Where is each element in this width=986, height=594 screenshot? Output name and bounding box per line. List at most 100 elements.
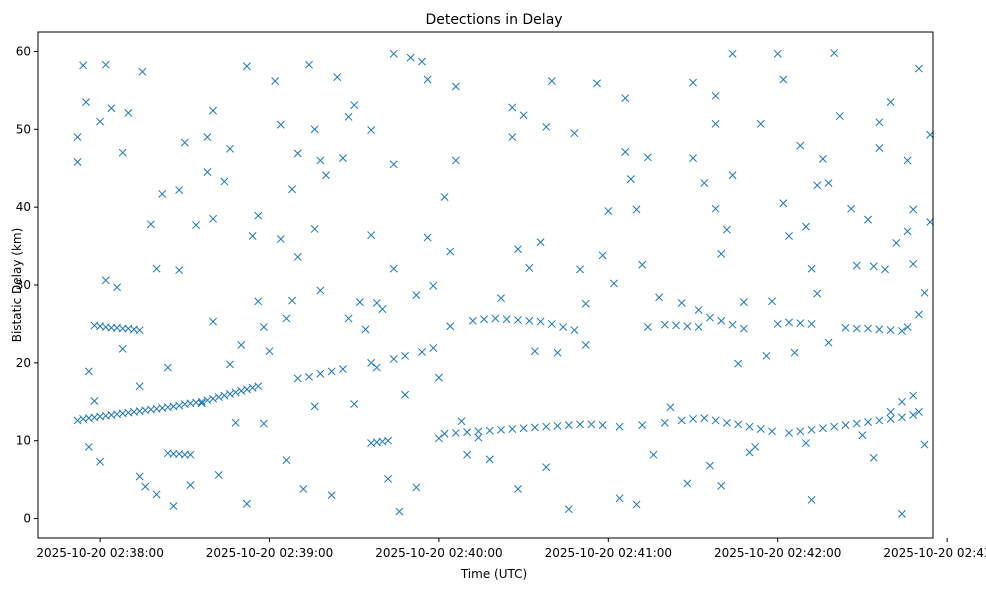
data-point xyxy=(440,429,449,438)
data-point xyxy=(389,264,398,273)
data-point xyxy=(468,316,477,325)
data-point xyxy=(542,422,551,431)
data-point xyxy=(553,421,562,430)
data-point xyxy=(835,112,844,121)
data-point xyxy=(209,214,218,223)
data-point xyxy=(666,403,675,412)
data-point xyxy=(530,347,539,356)
data-point xyxy=(869,262,878,271)
data-point xyxy=(706,461,714,470)
data-point xyxy=(254,297,263,306)
data-point xyxy=(226,144,234,153)
data-point xyxy=(785,318,793,327)
data-point xyxy=(683,479,692,488)
data-point xyxy=(141,482,150,491)
data-point xyxy=(728,320,737,329)
data-point xyxy=(423,233,432,242)
data-point xyxy=(818,424,827,433)
data-point xyxy=(265,347,274,356)
data-point xyxy=(384,436,393,445)
x-axis-label: Time (UTC) xyxy=(460,567,527,581)
data-point xyxy=(118,148,127,157)
data-point xyxy=(175,186,184,194)
data-point xyxy=(604,207,613,215)
x-tick-label: 2025-10-20 02:43:00 xyxy=(883,546,986,560)
data-point xyxy=(350,101,359,110)
data-point xyxy=(231,418,240,427)
data-point xyxy=(632,205,641,214)
data-point xyxy=(372,363,381,372)
data-point xyxy=(615,494,624,503)
data-point xyxy=(101,60,110,69)
data-point xyxy=(920,288,929,297)
data-point xyxy=(711,91,720,100)
data-point xyxy=(463,450,472,459)
x-tick-label: 2025-10-20 02:40:00 xyxy=(375,546,502,560)
data-point xyxy=(643,323,652,331)
chart-title: Detections in Delay xyxy=(425,12,562,28)
data-point xyxy=(768,427,777,436)
data-point xyxy=(559,323,568,331)
y-tick-label: 10 xyxy=(16,434,31,448)
data-point xyxy=(508,425,517,433)
data-point xyxy=(864,418,873,426)
data-point xyxy=(570,129,579,138)
data-point xyxy=(220,177,229,186)
data-point xyxy=(220,391,229,400)
data-point xyxy=(412,291,421,300)
data-point xyxy=(514,485,522,493)
data-point xyxy=(169,502,178,511)
data-point xyxy=(564,421,573,430)
data-point xyxy=(542,463,551,472)
data-point xyxy=(457,417,466,426)
data-point xyxy=(406,53,415,62)
data-point xyxy=(677,416,686,425)
plot-area xyxy=(73,49,935,518)
data-point xyxy=(547,319,556,328)
data-point xyxy=(226,390,234,398)
data-point xyxy=(299,485,308,493)
data-point xyxy=(909,391,918,400)
data-point xyxy=(852,419,861,428)
data-point xyxy=(288,296,297,305)
data-point xyxy=(649,450,658,459)
data-point xyxy=(818,154,827,163)
data-point xyxy=(796,427,805,436)
data-point xyxy=(858,431,867,440)
data-point xyxy=(203,133,212,142)
data-point xyxy=(288,185,297,194)
data-point xyxy=(914,310,923,319)
data-point xyxy=(135,326,144,335)
data-point xyxy=(643,153,652,162)
data-point xyxy=(813,181,822,190)
data-point xyxy=(807,264,816,273)
data-point xyxy=(830,422,839,431)
data-point xyxy=(903,156,912,165)
data-point xyxy=(514,316,522,324)
data-point xyxy=(90,397,99,405)
data-point xyxy=(440,193,449,201)
data-point xyxy=(138,67,147,76)
data-point xyxy=(107,323,116,332)
data-point xyxy=(581,340,590,349)
data-point xyxy=(395,507,404,516)
data-point xyxy=(779,75,788,84)
data-point xyxy=(333,73,342,82)
data-point xyxy=(892,239,901,247)
data-point xyxy=(547,77,556,85)
data-point xyxy=(621,147,630,156)
data-point xyxy=(259,419,268,428)
data-point xyxy=(734,420,743,429)
data-point xyxy=(638,421,647,430)
data-point xyxy=(717,481,726,490)
data-point xyxy=(367,126,376,135)
data-point xyxy=(897,413,906,422)
data-point xyxy=(689,414,697,423)
data-point xyxy=(203,168,212,177)
y-tick-label: 30 xyxy=(16,278,31,292)
data-point xyxy=(773,319,782,328)
data-point xyxy=(638,260,647,269)
data-point xyxy=(214,393,223,402)
data-point xyxy=(722,225,731,234)
data-point xyxy=(615,422,624,431)
